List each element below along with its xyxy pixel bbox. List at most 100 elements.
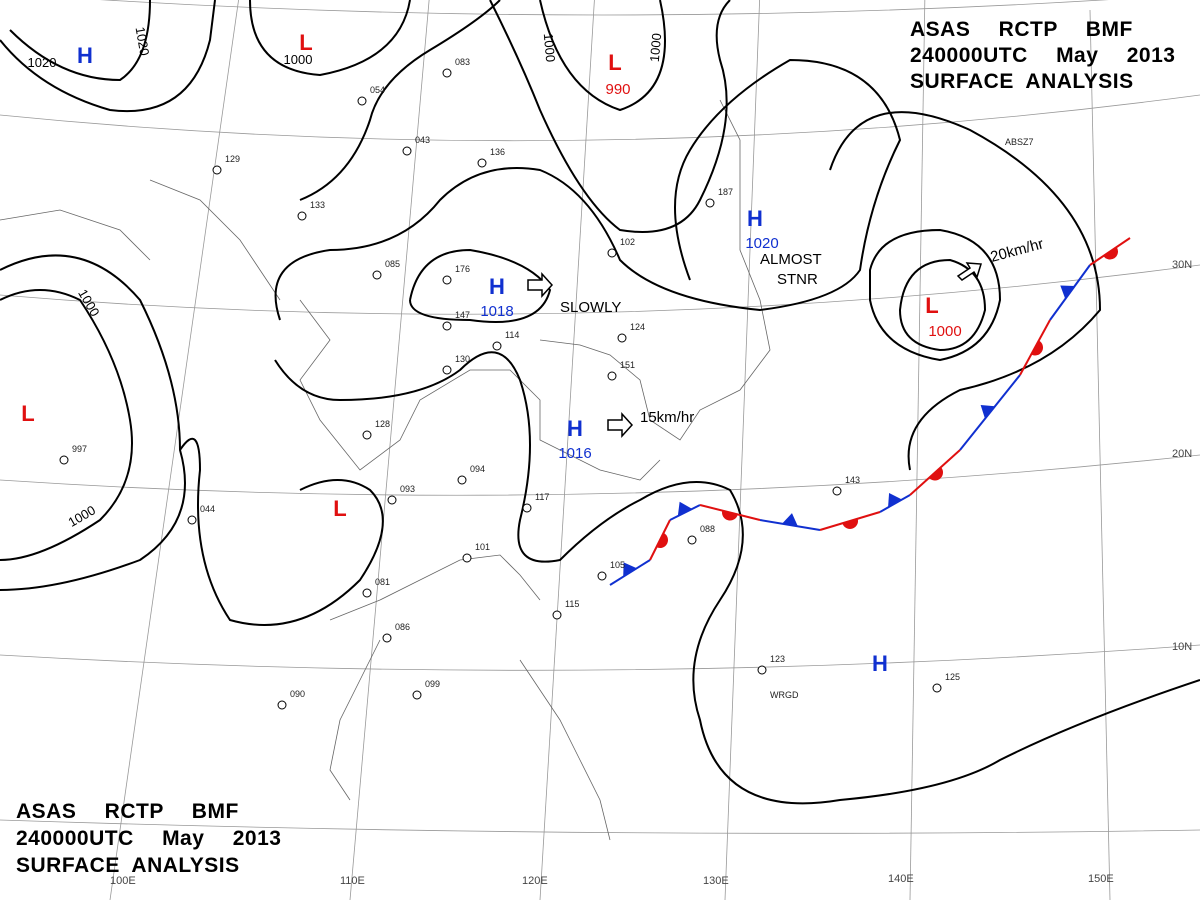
meridian (909, 0, 926, 900)
header-line: SURFACE ANALYSIS (910, 70, 1134, 93)
isobar (9, 0, 151, 82)
station-value: 083 (455, 57, 470, 67)
station-value: 997 (72, 444, 87, 454)
station-value: 114 (505, 330, 519, 340)
station-marker (832, 486, 842, 496)
station-marker (442, 275, 452, 285)
station-marker (607, 248, 617, 258)
center-type: H (872, 651, 888, 676)
motion-label: ALMOST (760, 251, 822, 268)
center-pressure: 1016 (558, 445, 591, 462)
station-value: 133 (310, 200, 325, 210)
station-marker (757, 665, 767, 675)
station-value: 136 (490, 147, 505, 157)
coastline (329, 639, 381, 801)
station-value: 081 (375, 577, 390, 587)
cold-front-symbol (1060, 285, 1075, 299)
center-type: L (333, 496, 346, 521)
warm-front-symbol (929, 467, 943, 481)
motion-arrow (956, 262, 982, 281)
warm-front-symbol (1031, 340, 1043, 356)
coastline (519, 659, 611, 841)
latitude-label: 10N (1172, 641, 1192, 653)
coastline (329, 554, 541, 621)
station-value: 143 (845, 475, 860, 485)
isobar (249, 0, 411, 77)
cold-front-symbol (677, 501, 693, 517)
cold-front-symbol (980, 405, 995, 419)
longitude-label: 100E (110, 875, 136, 887)
isobar (299, 0, 501, 201)
station-marker (212, 165, 222, 175)
stationary-front (609, 237, 1131, 586)
isobar-label: 1000 (541, 33, 558, 63)
parallel (0, 94, 1200, 142)
station-marker (477, 158, 487, 168)
isobar (274, 351, 1200, 805)
coastline (539, 99, 771, 441)
parallel (99, 0, 1109, 16)
center-type: H (489, 274, 505, 299)
station-value: 102 (620, 237, 635, 247)
parallel (0, 454, 1200, 496)
warm-front-symbol (722, 510, 738, 521)
header-line: ASAS RCTP BMF (16, 800, 239, 823)
isobars (0, 0, 1200, 805)
cold-front-symbol (623, 562, 637, 577)
motion-label: 15km/hr (640, 409, 694, 426)
graticule-labels: 30N 20N 10N 100E 110E 120E 130E 140E 150… (110, 259, 1192, 887)
longitude-label: 140E (888, 873, 914, 885)
isobar (539, 0, 666, 112)
station-value: 128 (375, 419, 390, 429)
isobar (179, 437, 384, 626)
parallel (0, 264, 1200, 315)
station-value: 085 (385, 259, 400, 269)
station-marker (402, 146, 412, 156)
longitude-label: 150E (1088, 873, 1114, 885)
latitude-label: 20N (1172, 448, 1192, 460)
center-type: H (747, 206, 763, 231)
isobar (409, 248, 552, 323)
longitude-label: 120E (522, 875, 548, 887)
station-value: WRGD (770, 690, 799, 700)
station-marker (492, 341, 502, 351)
header-line: 240000UTC May 2013 (910, 44, 1175, 67)
station-value: 147 (455, 310, 470, 320)
station-marker (552, 610, 562, 620)
station-marker (597, 571, 607, 581)
isobar-label: 1020 (28, 55, 57, 70)
meridian (109, 0, 239, 900)
station-marker (462, 553, 472, 563)
station-marker (362, 430, 372, 440)
station-value: 130 (455, 354, 470, 364)
station-marker (277, 700, 287, 710)
station-value: 101 (475, 542, 490, 552)
station-value: 123 (770, 654, 785, 664)
front-segment (909, 449, 961, 496)
station-value: 044 (200, 504, 215, 514)
station-value: 187 (718, 187, 733, 197)
center-type: L (925, 293, 938, 318)
station-marker (297, 211, 307, 221)
header-top: ASAS RCTP BMF 240000UTC May 2013 SURFACE… (910, 18, 1175, 93)
meridian (539, 0, 595, 900)
isobar (829, 111, 1102, 471)
isobar (274, 58, 902, 321)
center-type: L (299, 30, 312, 55)
station-value: 105 (610, 560, 625, 570)
station-value: 115 (565, 599, 579, 609)
meridian (724, 0, 761, 900)
pressure-centers: H L L 990 H 1018 H 1020 L 1000 H 1016 L … (21, 30, 961, 676)
station-marker (617, 333, 627, 343)
station-value: 088 (700, 524, 715, 534)
isobar (0, 0, 216, 113)
meridian (1089, 9, 1111, 900)
station-marker (372, 270, 382, 280)
station-value: 043 (415, 135, 430, 145)
station-marker (59, 455, 69, 465)
station-marker (382, 633, 392, 643)
center-type: H (567, 416, 583, 441)
warm-front-symbol (842, 518, 858, 529)
